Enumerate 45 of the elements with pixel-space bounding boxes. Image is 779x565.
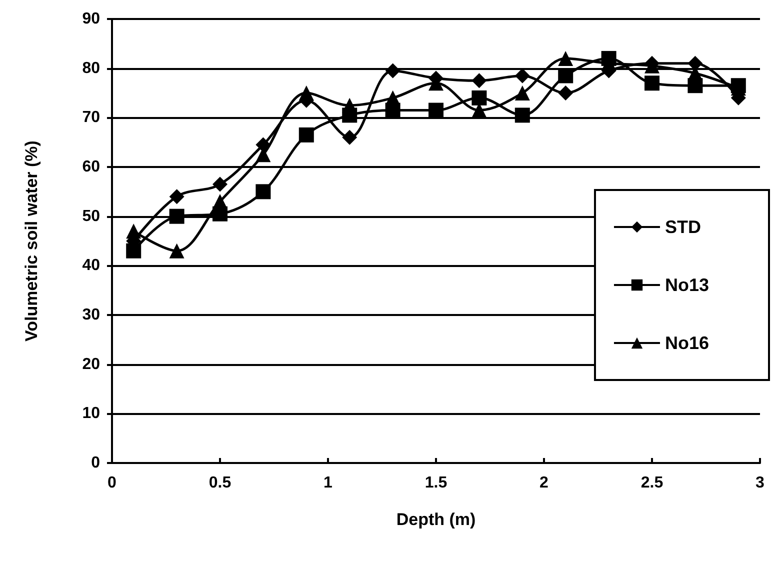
x-tick-label: 3 [756, 474, 765, 492]
point [514, 86, 530, 100]
point [169, 208, 184, 224]
point [644, 76, 660, 91]
point [385, 90, 400, 106]
x-axis-title: Depth (m) [396, 510, 476, 529]
point [514, 68, 530, 84]
point [256, 184, 271, 200]
y-tick-label: 70 [82, 109, 100, 126]
y-tick-label: 10 [82, 405, 100, 422]
point [514, 108, 530, 123]
point [558, 50, 574, 66]
point [385, 63, 400, 78]
x-tick-label: 1 [324, 474, 333, 492]
point [256, 137, 271, 152]
point [558, 86, 574, 100]
y-tick-label: 30 [82, 306, 100, 324]
x-tick-label: 1.5 [424, 474, 448, 492]
point [126, 243, 142, 258]
point [212, 176, 228, 192]
y-tick-label: 50 [82, 208, 100, 225]
x-tick-label: 2 [540, 474, 549, 492]
legend-label: No16 [664, 333, 709, 353]
point [169, 189, 184, 204]
legend-label: No13 [664, 275, 709, 295]
x-tick-label: 0 [108, 474, 117, 492]
y-tick-label: 90 [82, 10, 100, 28]
point [472, 90, 487, 106]
point [298, 127, 314, 142]
point [342, 130, 358, 145]
y-tick-label: 20 [82, 356, 100, 373]
y-tick-label: 80 [82, 60, 100, 77]
point [558, 68, 574, 84]
point [126, 224, 142, 239]
legend-label: STD [664, 217, 701, 237]
x-tick-label: 2.5 [640, 474, 664, 492]
y-axis-title: Volumetric soil water (%) [22, 140, 41, 342]
point [298, 86, 314, 100]
y-tick-label: 60 [82, 158, 100, 176]
y-tick-label: 0 [91, 454, 100, 472]
point [472, 73, 487, 88]
point [428, 102, 444, 118]
y-tick-label: 40 [82, 257, 100, 274]
x-tick-label: 0.5 [208, 474, 232, 492]
point [169, 243, 184, 258]
